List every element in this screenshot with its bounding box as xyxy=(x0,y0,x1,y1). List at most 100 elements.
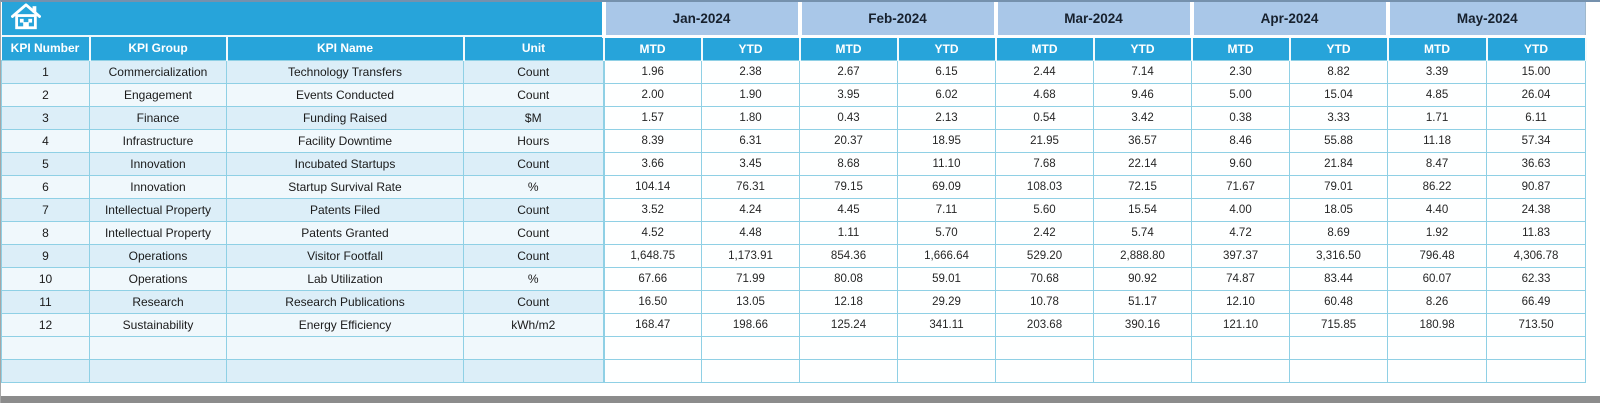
col-header-mtd[interactable]: MTD xyxy=(1191,36,1291,61)
kpi-group-cell[interactable]: Finance xyxy=(89,105,227,130)
value-cell[interactable]: 67.66 xyxy=(603,266,702,291)
value-cell[interactable]: 341.11 xyxy=(897,312,997,337)
value-cell[interactable]: 7.11 xyxy=(897,197,997,222)
kpi-group-cell[interactable]: Intellectual Property xyxy=(89,197,227,222)
kpi-name-cell[interactable]: Research Publications xyxy=(226,289,464,314)
unit-cell[interactable]: Count xyxy=(463,197,605,222)
col-header-mtd[interactable]: MTD xyxy=(1387,36,1488,61)
value-cell[interactable]: 5.00 xyxy=(1191,82,1291,107)
value-cell[interactable]: 74.87 xyxy=(1191,266,1291,291)
value-cell[interactable]: 3,316.50 xyxy=(1289,243,1389,268)
unit-cell[interactable]: kWh/m2 xyxy=(463,312,605,337)
value-cell[interactable]: 104.14 xyxy=(603,174,702,199)
value-cell[interactable]: 60.48 xyxy=(1289,289,1389,314)
value-cell[interactable]: 22.14 xyxy=(1093,151,1193,176)
kpi-group-cell[interactable]: Intellectual Property xyxy=(89,220,227,245)
unit-cell[interactable]: % xyxy=(463,266,605,291)
value-cell[interactable]: 8.69 xyxy=(1289,220,1389,245)
kpi-name-cell[interactable]: Energy Efficiency xyxy=(226,312,464,337)
month-header-feb[interactable]: Feb-2024 xyxy=(799,2,998,38)
value-cell[interactable]: 57.34 xyxy=(1486,128,1587,153)
unit-cell[interactable]: Count xyxy=(463,82,605,107)
value-cell[interactable]: 1.92 xyxy=(1387,220,1488,245)
value-cell[interactable]: 2.38 xyxy=(700,59,801,84)
value-cell[interactable]: 86.22 xyxy=(1387,174,1488,199)
kpi-name-cell[interactable]: Incubated Startups xyxy=(226,151,464,176)
value-cell[interactable]: 15.54 xyxy=(1093,197,1193,222)
kpi-number-cell[interactable]: 12 xyxy=(1,312,90,337)
value-cell[interactable] xyxy=(799,358,899,383)
month-header-may[interactable]: May-2024 xyxy=(1387,2,1587,38)
value-cell[interactable]: 4.40 xyxy=(1387,197,1488,222)
value-cell[interactable]: 11.18 xyxy=(1387,128,1488,153)
month-header-apr[interactable]: Apr-2024 xyxy=(1191,2,1390,38)
value-cell[interactable]: 66.49 xyxy=(1486,289,1587,314)
value-cell[interactable]: 3.39 xyxy=(1387,59,1488,84)
value-cell[interactable]: 79.15 xyxy=(799,174,899,199)
kpi-group-cell[interactable]: Innovation xyxy=(89,174,227,199)
value-cell[interactable]: 24.38 xyxy=(1486,197,1587,222)
value-cell[interactable]: 9.60 xyxy=(1191,151,1291,176)
unit-cell[interactable] xyxy=(463,358,605,383)
value-cell[interactable]: 3.33 xyxy=(1289,105,1389,130)
value-cell[interactable]: 4,306.78 xyxy=(1486,243,1587,268)
value-cell[interactable]: 108.03 xyxy=(995,174,1095,199)
col-header-unit[interactable]: Unit xyxy=(463,36,605,61)
kpi-group-cell[interactable]: Infrastructure xyxy=(89,128,227,153)
kpi-number-cell[interactable] xyxy=(1,358,90,383)
value-cell[interactable]: 69.09 xyxy=(897,174,997,199)
value-cell[interactable]: 12.10 xyxy=(1191,289,1291,314)
value-cell[interactable]: 796.48 xyxy=(1387,243,1488,268)
value-cell[interactable]: 8.82 xyxy=(1289,59,1389,84)
value-cell[interactable]: 72.15 xyxy=(1093,174,1193,199)
value-cell[interactable] xyxy=(1289,358,1389,383)
kpi-number-cell[interactable]: 11 xyxy=(1,289,90,314)
value-cell[interactable]: 8.26 xyxy=(1387,289,1488,314)
col-header-kpi-name[interactable]: KPI Name xyxy=(226,36,465,61)
unit-cell[interactable] xyxy=(463,335,605,360)
kpi-number-cell[interactable]: 8 xyxy=(1,220,90,245)
value-cell[interactable]: 3.45 xyxy=(700,151,801,176)
value-cell[interactable]: 8.39 xyxy=(603,128,702,153)
value-cell[interactable]: 6.11 xyxy=(1486,105,1587,130)
value-cell[interactable]: 4.68 xyxy=(995,82,1095,107)
kpi-group-cell[interactable]: Research xyxy=(89,289,227,314)
kpi-number-cell[interactable]: 6 xyxy=(1,174,90,199)
value-cell[interactable]: 4.85 xyxy=(1387,82,1488,107)
value-cell[interactable]: 5.74 xyxy=(1093,220,1193,245)
value-cell[interactable]: 1.96 xyxy=(603,59,702,84)
value-cell[interactable]: 26.04 xyxy=(1486,82,1587,107)
value-cell[interactable]: 1.11 xyxy=(799,220,899,245)
kpi-number-cell[interactable]: 7 xyxy=(1,197,90,222)
value-cell[interactable]: 11.83 xyxy=(1486,220,1587,245)
kpi-group-cell[interactable]: Innovation xyxy=(89,151,227,176)
kpi-name-cell[interactable] xyxy=(226,358,464,383)
value-cell[interactable]: 3.52 xyxy=(603,197,702,222)
value-cell[interactable] xyxy=(1093,358,1193,383)
value-cell[interactable]: 1.71 xyxy=(1387,105,1488,130)
value-cell[interactable]: 713.50 xyxy=(1486,312,1587,337)
value-cell[interactable]: 125.24 xyxy=(799,312,899,337)
unit-cell[interactable]: $M xyxy=(463,105,605,130)
value-cell[interactable] xyxy=(1289,335,1389,360)
value-cell[interactable] xyxy=(700,358,801,383)
value-cell[interactable]: 0.43 xyxy=(799,105,899,130)
col-header-mtd[interactable]: MTD xyxy=(995,36,1095,61)
col-header-kpi-number[interactable]: KPI Number xyxy=(1,36,91,61)
unit-cell[interactable]: Count xyxy=(463,243,605,268)
kpi-number-cell[interactable]: 3 xyxy=(1,105,90,130)
value-cell[interactable]: 4.45 xyxy=(799,197,899,222)
kpi-name-cell[interactable]: Patents Filed xyxy=(226,197,464,222)
kpi-name-cell[interactable] xyxy=(226,335,464,360)
value-cell[interactable]: 1.90 xyxy=(700,82,801,107)
value-cell[interactable]: 397.37 xyxy=(1191,243,1291,268)
value-cell[interactable]: 6.15 xyxy=(897,59,997,84)
value-cell[interactable]: 29.29 xyxy=(897,289,997,314)
value-cell[interactable]: 3.95 xyxy=(799,82,899,107)
value-cell[interactable]: 4.52 xyxy=(603,220,702,245)
unit-cell[interactable]: Count xyxy=(463,220,605,245)
value-cell[interactable]: 21.95 xyxy=(995,128,1095,153)
month-header-jan[interactable]: Jan-2024 xyxy=(603,2,802,38)
value-cell[interactable]: 203.68 xyxy=(995,312,1095,337)
value-cell[interactable]: 1.80 xyxy=(700,105,801,130)
